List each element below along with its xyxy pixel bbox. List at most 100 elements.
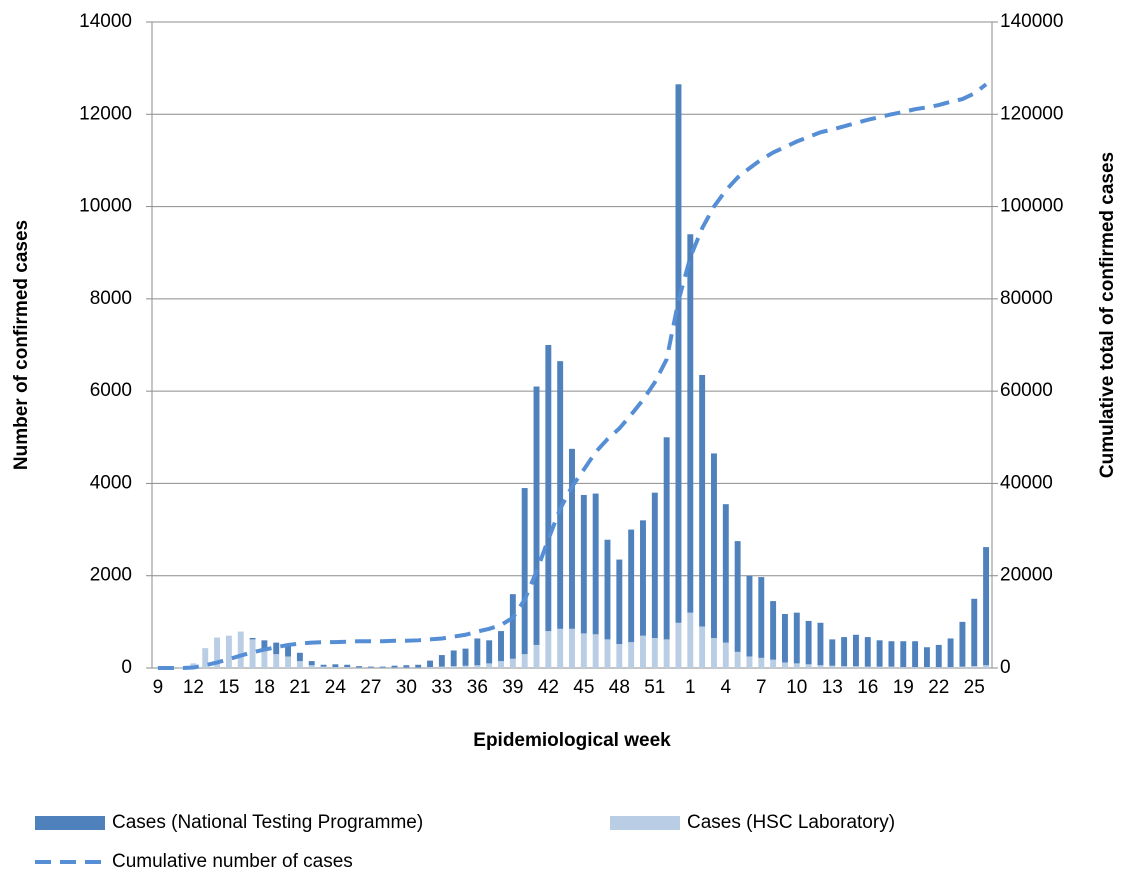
x-tick-label: 18 bbox=[254, 677, 275, 698]
bar bbox=[841, 666, 848, 668]
bar bbox=[675, 622, 682, 668]
cumulative-line bbox=[157, 82, 988, 670]
y2-tick-label: 100000 bbox=[1000, 196, 1063, 217]
x-tick-label: 25 bbox=[964, 677, 985, 698]
bar bbox=[829, 639, 836, 666]
bar bbox=[841, 637, 848, 667]
bar bbox=[498, 661, 504, 668]
bar bbox=[793, 612, 800, 664]
x-axis-title: Epidemiological week bbox=[473, 730, 671, 751]
bar bbox=[782, 662, 788, 668]
bar bbox=[640, 635, 646, 668]
bar bbox=[923, 667, 930, 668]
x-tick-label: 27 bbox=[360, 677, 381, 698]
bar bbox=[947, 667, 954, 668]
bar bbox=[616, 559, 623, 645]
bar bbox=[427, 660, 433, 668]
bar bbox=[225, 635, 232, 668]
bar bbox=[758, 657, 765, 668]
bar bbox=[722, 504, 729, 643]
x-tick-label: 19 bbox=[893, 677, 914, 698]
x-tick-label: 42 bbox=[538, 677, 559, 698]
bar bbox=[770, 659, 777, 668]
bar bbox=[545, 345, 552, 632]
bar bbox=[344, 667, 351, 668]
x-tick-label: 13 bbox=[822, 677, 843, 698]
bar bbox=[959, 666, 966, 668]
y-tick-label: 0 bbox=[121, 657, 132, 678]
bar bbox=[486, 640, 493, 664]
bar bbox=[675, 84, 682, 623]
bar bbox=[746, 575, 753, 657]
bar bbox=[935, 667, 942, 668]
y-tick-label: 4000 bbox=[90, 472, 132, 493]
y-tick-label: 8000 bbox=[90, 288, 132, 309]
bar bbox=[580, 633, 587, 668]
bar bbox=[285, 656, 292, 668]
bar bbox=[332, 667, 339, 668]
bar bbox=[852, 634, 859, 667]
bar bbox=[888, 666, 895, 668]
bar bbox=[663, 437, 670, 640]
x-tick-label: 9 bbox=[153, 677, 164, 698]
x-tick-label: 10 bbox=[786, 677, 807, 698]
bar bbox=[273, 654, 280, 668]
bar bbox=[486, 663, 493, 668]
legend-label: Cases (HSC Laboratory) bbox=[687, 812, 895, 833]
y2-tick-label: 60000 bbox=[1000, 380, 1053, 401]
bar bbox=[569, 448, 575, 629]
bar bbox=[498, 631, 504, 662]
bar bbox=[888, 641, 895, 667]
bar bbox=[249, 639, 256, 668]
y2-tick-label: 40000 bbox=[1000, 472, 1053, 493]
bar bbox=[829, 665, 836, 668]
bar bbox=[308, 665, 315, 668]
y-axis-title: Number of confirmed cases bbox=[11, 220, 32, 470]
bar bbox=[923, 647, 930, 668]
bar bbox=[509, 658, 516, 668]
bar bbox=[628, 642, 635, 668]
bar bbox=[557, 361, 564, 629]
bar bbox=[947, 638, 954, 668]
bar bbox=[817, 622, 824, 666]
bar bbox=[474, 665, 481, 668]
y-tick-label: 14000 bbox=[79, 11, 132, 32]
bar bbox=[261, 648, 268, 668]
x-tick-label: 1 bbox=[685, 677, 696, 698]
bar bbox=[474, 638, 481, 666]
bar bbox=[545, 631, 552, 668]
bar bbox=[770, 601, 777, 660]
bar bbox=[805, 620, 812, 665]
bar bbox=[604, 539, 611, 640]
bar bbox=[971, 666, 978, 668]
y-tick-label: 2000 bbox=[90, 565, 132, 586]
bar bbox=[509, 594, 516, 659]
bar bbox=[285, 644, 292, 657]
bar bbox=[734, 541, 741, 652]
x-tick-label: 4 bbox=[721, 677, 732, 698]
y-tick-label: 10000 bbox=[79, 196, 132, 217]
bar bbox=[817, 665, 824, 668]
x-tick-label: 12 bbox=[183, 677, 204, 698]
bar bbox=[344, 664, 351, 668]
legend-swatch bbox=[35, 816, 105, 830]
bar bbox=[379, 666, 386, 668]
bar bbox=[604, 639, 611, 668]
bar bbox=[320, 664, 327, 667]
bar bbox=[462, 648, 469, 666]
bar bbox=[805, 664, 812, 668]
bar bbox=[261, 640, 268, 649]
bar bbox=[746, 656, 753, 668]
bar bbox=[356, 666, 362, 668]
bar bbox=[450, 650, 457, 667]
bar bbox=[580, 494, 587, 634]
x-tick-label: 16 bbox=[857, 677, 878, 698]
legend-label: Cases (National Testing Programme) bbox=[112, 812, 423, 833]
bar bbox=[959, 621, 966, 667]
bar bbox=[427, 667, 433, 668]
bar bbox=[569, 628, 575, 668]
bar bbox=[391, 665, 398, 668]
bar bbox=[935, 644, 942, 668]
bar bbox=[640, 520, 646, 636]
bar bbox=[296, 661, 303, 668]
